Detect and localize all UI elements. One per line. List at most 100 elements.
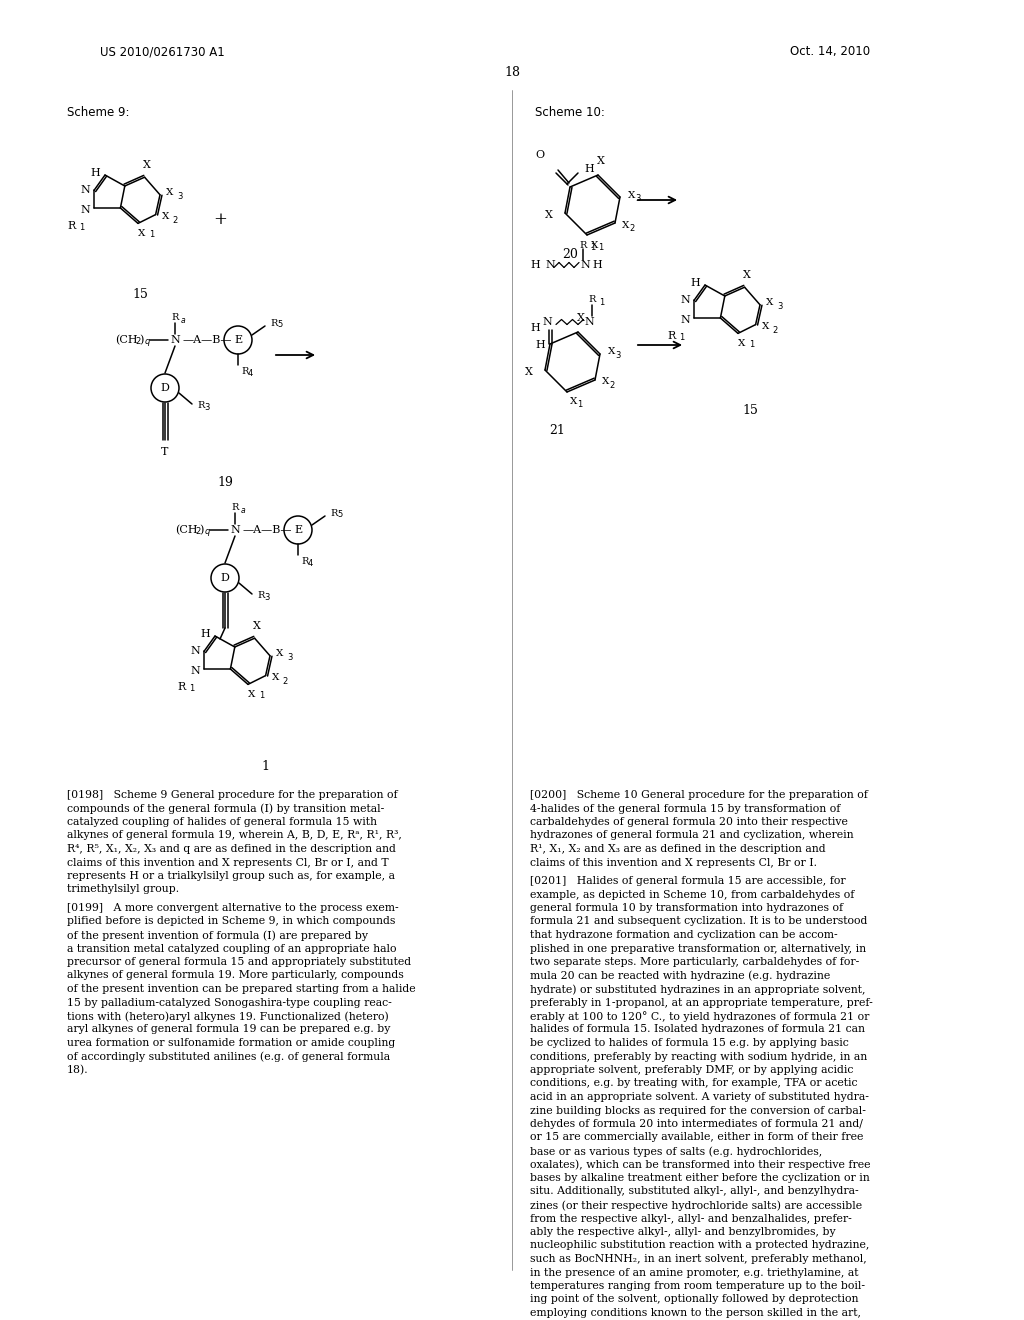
Text: X: X — [602, 378, 609, 387]
Text: oxalates), which can be transformed into their respective free: oxalates), which can be transformed into… — [530, 1159, 870, 1170]
Text: 1: 1 — [598, 243, 603, 252]
Text: T: T — [162, 447, 169, 457]
Text: R: R — [589, 296, 596, 305]
Text: 2: 2 — [283, 677, 288, 685]
Text: R: R — [330, 508, 337, 517]
Text: R: R — [257, 591, 264, 601]
Text: general formula 10 by transformation into hydrazones of: general formula 10 by transformation int… — [530, 903, 843, 913]
Text: X: X — [166, 189, 174, 197]
Text: 18).: 18). — [67, 1065, 89, 1076]
Text: N: N — [190, 667, 200, 676]
Text: N: N — [190, 647, 200, 656]
Text: of the present invention of formula (I) are prepared by: of the present invention of formula (I) … — [67, 931, 368, 941]
Text: R: R — [241, 367, 249, 376]
Text: X: X — [253, 622, 260, 631]
Text: R⁴, R⁵, X₁, X₂, X₃ and q are as defined in the description and: R⁴, R⁵, X₁, X₂, X₃ and q are as defined … — [67, 843, 396, 854]
Text: N: N — [680, 315, 690, 325]
Text: mula 20 can be reacted with hydrazine (e.g. hydrazine: mula 20 can be reacted with hydrazine (e… — [530, 970, 830, 981]
Text: X: X — [138, 228, 145, 238]
Text: a transition metal catalyzed coupling of an appropriate halo: a transition metal catalyzed coupling of… — [67, 944, 396, 953]
Text: R: R — [231, 503, 239, 512]
Text: 15: 15 — [742, 404, 758, 417]
Text: H: H — [584, 164, 594, 174]
Text: in the presence of an amine promoter, e.g. triethylamine, at: in the presence of an amine promoter, e.… — [530, 1267, 858, 1278]
Text: X: X — [142, 160, 151, 170]
Text: 5: 5 — [278, 319, 283, 329]
Text: 1: 1 — [590, 243, 595, 252]
Text: 20: 20 — [562, 248, 578, 261]
Text: formula 21 and subsequent cyclization. It is to be understood: formula 21 and subsequent cyclization. I… — [530, 916, 867, 927]
Text: R¹, X₁, X₂ and X₃ are as defined in the description and: R¹, X₁, X₂ and X₃ are as defined in the … — [530, 843, 825, 854]
Text: 1: 1 — [261, 759, 269, 772]
Text: trimethylsilyl group.: trimethylsilyl group. — [67, 884, 179, 895]
Text: bases by alkaline treatment either before the cyclization or in: bases by alkaline treatment either befor… — [530, 1173, 869, 1183]
Text: be cyclized to halides of formula 15 e.g. by applying basic: be cyclized to halides of formula 15 e.g… — [530, 1038, 849, 1048]
Text: catalyzed coupling of halides of general formula 15 with: catalyzed coupling of halides of general… — [67, 817, 377, 828]
Text: 1: 1 — [150, 231, 155, 239]
Text: 18: 18 — [504, 66, 520, 78]
Text: X: X — [525, 367, 532, 378]
Text: ably the respective alkyl-, allyl- and benzylbromides, by: ably the respective alkyl-, allyl- and b… — [530, 1228, 836, 1237]
Text: 3: 3 — [177, 191, 182, 201]
Text: X: X — [608, 347, 615, 356]
Text: or 15 are commercially available, either in form of their free: or 15 are commercially available, either… — [530, 1133, 863, 1143]
Text: —A—B—: —A—B— — [243, 525, 293, 535]
Text: R: R — [270, 318, 278, 327]
Text: q: q — [145, 337, 151, 346]
Text: claims of this invention and X represents Cl, Br or I.: claims of this invention and X represent… — [530, 858, 817, 867]
Text: X: X — [276, 649, 284, 659]
Text: 1: 1 — [189, 684, 195, 693]
Text: R: R — [171, 314, 178, 322]
Text: X: X — [570, 397, 578, 407]
Text: [0200]   Scheme 10 General procedure for the preparation of: [0200] Scheme 10 General procedure for t… — [530, 789, 868, 800]
Text: such as BocNHNH₂, in an inert solvent, preferably methanol,: such as BocNHNH₂, in an inert solvent, p… — [530, 1254, 866, 1265]
Text: 2: 2 — [772, 326, 778, 334]
Text: from the respective alkyl-, allyl- and benzalhalides, prefer-: from the respective alkyl-, allyl- and b… — [530, 1213, 852, 1224]
Text: R: R — [178, 682, 186, 692]
Text: X: X — [766, 298, 774, 308]
Text: that hydrazone formation and cyclization can be accom-: that hydrazone formation and cyclization… — [530, 931, 838, 940]
Text: R: R — [197, 401, 205, 411]
Text: X: X — [545, 210, 553, 220]
Text: urea formation or sulfonamide formation or amide coupling: urea formation or sulfonamide formation … — [67, 1038, 395, 1048]
Text: zine building blocks as required for the conversion of carbal-: zine building blocks as required for the… — [530, 1106, 866, 1115]
Text: (CH: (CH — [175, 525, 198, 535]
Text: situ. Additionally, substituted alkyl-, allyl-, and benzylhydra-: situ. Additionally, substituted alkyl-, … — [530, 1187, 859, 1196]
Text: [0198]   Scheme 9 General procedure for the preparation of: [0198] Scheme 9 General procedure for th… — [67, 789, 397, 800]
Text: H: H — [530, 323, 540, 333]
Text: N: N — [80, 205, 90, 215]
Text: R: R — [668, 331, 676, 341]
Text: N: N — [170, 335, 180, 345]
Text: [0199]   A more convergent alternative to the process exem-: [0199] A more convergent alternative to … — [67, 903, 398, 913]
Text: X: X — [578, 313, 585, 323]
Text: hydrazones of general formula 21 and cyclization, wherein: hydrazones of general formula 21 and cyc… — [530, 830, 854, 841]
Text: q: q — [205, 527, 210, 536]
Text: 1: 1 — [259, 692, 264, 701]
Text: (CH: (CH — [115, 335, 137, 345]
Text: N: N — [542, 317, 552, 327]
Text: 4: 4 — [308, 558, 313, 568]
Text: 1: 1 — [599, 298, 604, 308]
Text: D: D — [161, 383, 169, 393]
Text: 3: 3 — [615, 351, 621, 360]
Text: 2: 2 — [173, 215, 178, 224]
Text: R: R — [580, 240, 587, 249]
Text: 1: 1 — [749, 341, 755, 350]
Text: 3: 3 — [635, 194, 640, 203]
Text: plified before is depicted in Scheme 9, in which compounds: plified before is depicted in Scheme 9, … — [67, 916, 395, 927]
Text: US 2010/0261730 A1: US 2010/0261730 A1 — [100, 45, 224, 58]
Text: E: E — [294, 525, 302, 535]
Text: 21: 21 — [549, 424, 565, 437]
Text: plished in one preparative transformation or, alternatively, in: plished in one preparative transformatio… — [530, 944, 866, 953]
Text: aryl alkynes of general formula 19 can be prepared e.g. by: aryl alkynes of general formula 19 can b… — [67, 1024, 390, 1035]
Text: H: H — [90, 168, 100, 178]
Text: R: R — [68, 220, 76, 231]
Text: X: X — [742, 271, 751, 280]
Text: 15 by palladium-catalyzed Sonogashira-type coupling reac-: 15 by palladium-catalyzed Sonogashira-ty… — [67, 998, 392, 1007]
Text: alkynes of general formula 19. More particularly, compounds: alkynes of general formula 19. More part… — [67, 970, 403, 981]
Text: X: X — [597, 156, 605, 166]
Text: R: R — [301, 557, 308, 566]
Text: claims of this invention and X represents Cl, Br or I, and T: claims of this invention and X represent… — [67, 858, 389, 867]
Text: H: H — [530, 260, 540, 271]
Text: nucleophilic substitution reaction with a protected hydrazine,: nucleophilic substitution reaction with … — [530, 1241, 869, 1250]
